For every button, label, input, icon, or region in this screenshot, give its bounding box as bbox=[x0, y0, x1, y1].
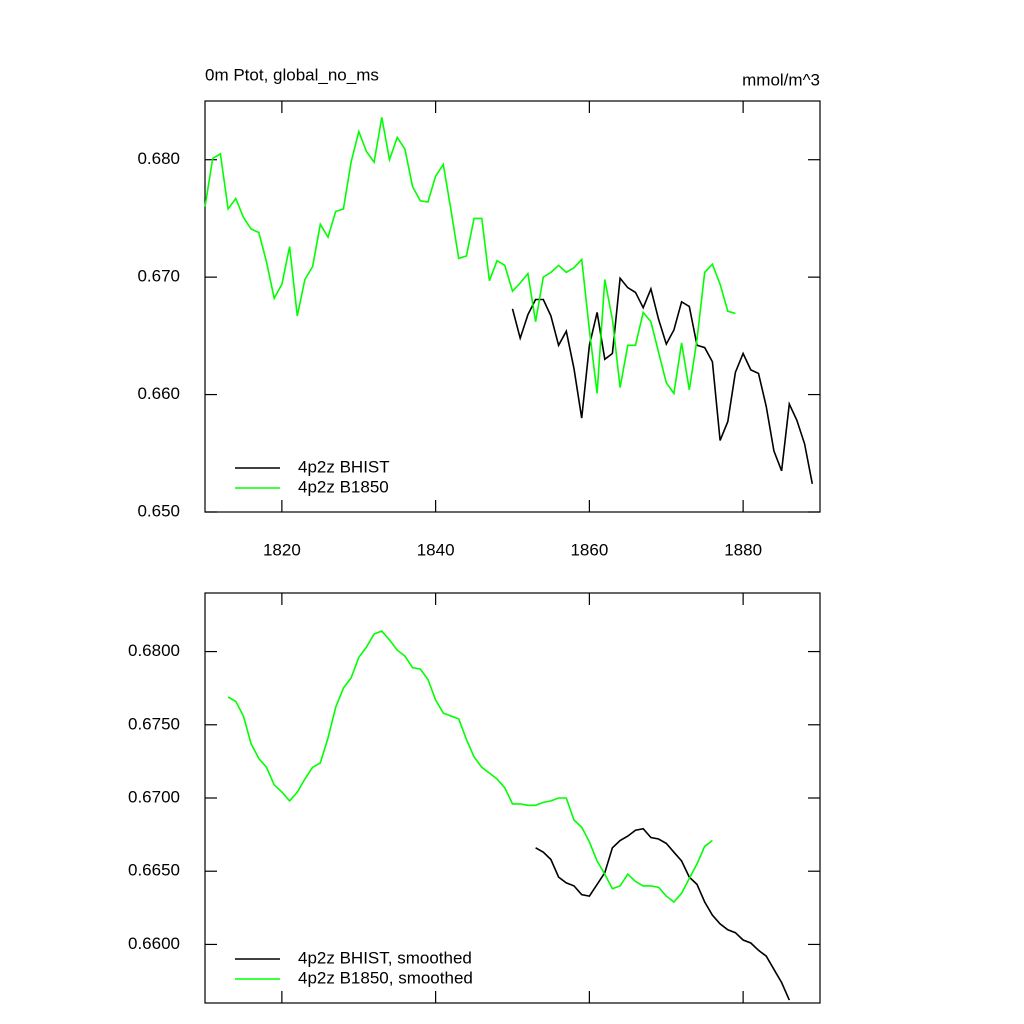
y-tick-label: 0.6750 bbox=[128, 714, 180, 733]
x-tick-label: 1820 bbox=[263, 540, 301, 559]
units-label: mmol/m^3 bbox=[742, 70, 820, 89]
y-tick-label: 0.6700 bbox=[128, 787, 180, 806]
chart-title: 0m Ptot, global_no_ms bbox=[205, 65, 379, 84]
series-line bbox=[227, 630, 713, 904]
y-tick-label: 0.6600 bbox=[128, 934, 180, 953]
y-tick-label: 0.650 bbox=[137, 501, 180, 520]
y-tick-label: 0.680 bbox=[137, 149, 180, 168]
plot-frame bbox=[204, 592, 821, 1004]
y-tick-label: 0.6650 bbox=[128, 861, 180, 880]
legend-label: 4p2z BHIST bbox=[298, 457, 390, 476]
x-tick-label: 1880 bbox=[724, 540, 762, 559]
legend-label: 4p2z B1850, smoothed bbox=[298, 968, 473, 987]
plot-frame bbox=[204, 100, 821, 513]
y-tick-label: 0.6800 bbox=[128, 641, 180, 660]
legend-label: 4p2z BHIST, smoothed bbox=[298, 948, 472, 967]
legend-label: 4p2z B1850 bbox=[298, 477, 389, 496]
y-tick-label: 0.670 bbox=[137, 267, 180, 286]
x-tick-label: 1840 bbox=[417, 540, 455, 559]
series-line bbox=[204, 117, 736, 396]
x-tick-label: 1860 bbox=[570, 540, 608, 559]
series-line bbox=[511, 276, 814, 484]
series-line bbox=[535, 827, 791, 1001]
y-tick-label: 0.660 bbox=[137, 384, 180, 403]
